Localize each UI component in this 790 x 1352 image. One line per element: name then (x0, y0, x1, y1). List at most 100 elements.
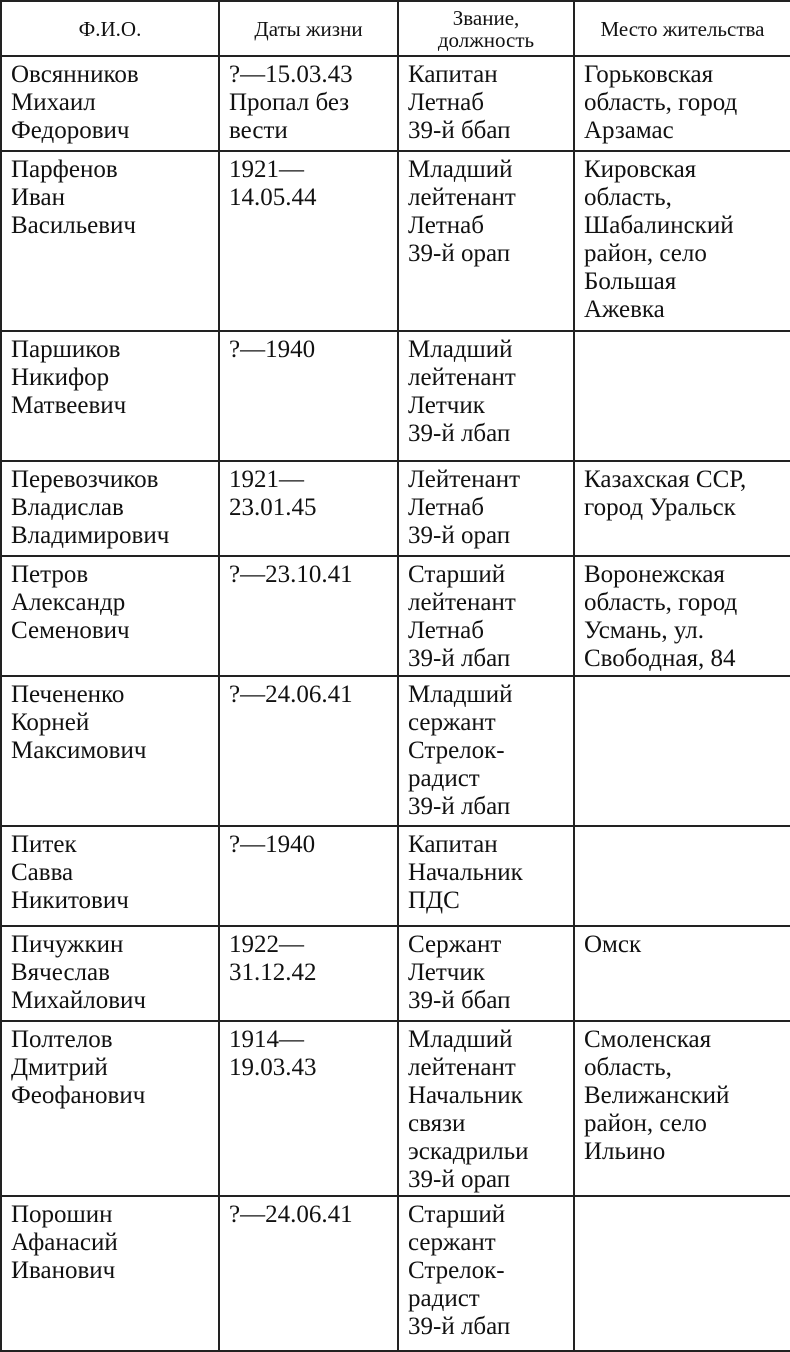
cell-line: 39-й орап (408, 522, 511, 549)
cell-place: Горьковская область, город Арзамас (573, 55, 790, 152)
cell-line: область, (584, 1054, 672, 1081)
header-dates: Даты жизни (218, 0, 399, 57)
cell-line: Порошин (11, 1201, 113, 1228)
cell-place (573, 330, 790, 462)
cell-line: Питек (11, 831, 77, 858)
cell-line: ?—23.10.41 (229, 561, 353, 588)
cell-name: Паршиков Никифор Матвеевич (0, 330, 220, 462)
cell-line: Велижанский (584, 1082, 730, 1109)
cell-dates: 1914— 19.03.43 (218, 1020, 399, 1197)
cell-line: Младший (408, 336, 513, 363)
cell-line: Вячеслав (11, 959, 110, 986)
cell-line: 39-й лбап (408, 645, 511, 672)
cell-dates: 1922— 31.12.42 (218, 925, 399, 1022)
cell-line: Овсянников (11, 61, 139, 88)
cell-place (573, 1195, 790, 1352)
cell-line: вести (229, 117, 288, 144)
cell-place: Кировская область, Шабалинский район, село Б… (573, 150, 790, 332)
cell-line: Семенович (11, 617, 130, 644)
cell-line: ?—24.06.41 (229, 681, 353, 708)
cell-line: 1921— (229, 156, 304, 183)
cell-dates: ?—15.03.43 Пропал без вести (218, 55, 399, 152)
cell-line: Летнаб (408, 494, 485, 521)
cell-line: лейтенант (408, 184, 516, 211)
table-row: Пичужкин Вячеслав Михайлович 1922— 31.12.42 С… (0, 925, 790, 1022)
header-rank-text: Звание, должность (437, 5, 535, 52)
cell-line: лейтенант (408, 364, 516, 391)
cell-line: Пичужкин (11, 931, 124, 958)
cell-line: связи (408, 1110, 466, 1137)
cell-line: Свободная, 84 (584, 645, 736, 672)
cell-line: Сержант (408, 931, 502, 958)
cell-place: Смоленская область, Велижанский район, село… (573, 1020, 790, 1197)
cell-line: Парфенов (11, 156, 118, 183)
table-row: Паршиков Никифор Матвеевич ?—1940 Младший лей… (0, 330, 790, 462)
cell-rank: Младший лейтенант Летнаб 39-й орап (397, 150, 575, 332)
cell-dates: ?—1940 (218, 330, 399, 462)
cell-line: лейтенант (408, 1054, 516, 1081)
cell-line: область, (584, 184, 672, 211)
cell-line: Матвеевич (11, 392, 127, 419)
cell-name: Перевозчиков Владислав Владимирович (0, 460, 220, 557)
cell-line: Шабалинский (584, 212, 734, 239)
cell-line: ПДС (408, 887, 460, 914)
table-row: Петров Александр Семенович ?—23.10.41 Старши… (0, 555, 790, 677)
cell-rank: Старший сержант Стрелок-радист 39-й лбап (397, 1195, 575, 1352)
cell-rank: Сержант Летчик 39-й ббап (397, 925, 575, 1022)
cell-line: Владимирович (11, 522, 170, 549)
cell-line: Владислав (11, 494, 124, 521)
table-row: Парфенов Иван Васильевич 1921— 14.05.44 Младш… (0, 150, 790, 332)
cell-line: Капитан (408, 831, 498, 858)
cell-line: лейтенант (408, 589, 516, 616)
cell-line: Лейтенант (408, 466, 521, 493)
table-row: Овсянников Михаил Федорович ?—15.03.43 Пропа… (0, 55, 790, 152)
cell-rank: Младший сержант Стрелок-радист 39-й лбап (397, 675, 575, 827)
cell-line: ?—1940 (229, 336, 316, 363)
cell-line: Казахская ССР, (584, 466, 747, 493)
cell-line: Младший (408, 1026, 513, 1053)
cell-line: Никитович (11, 887, 129, 914)
table-row: Печененко Корней Максимович ?—24.06.41 Младш… (0, 675, 790, 827)
cell-line: Летнаб (408, 212, 485, 239)
cell-line: Михайлович (11, 987, 146, 1014)
cell-line: Младший (408, 156, 513, 183)
cell-line: сержант (408, 1229, 496, 1256)
cell-name: Петров Александр Семенович (0, 555, 220, 677)
cell-rank: Старший лейтенант Летнаб 39-й лбап (397, 555, 575, 677)
cell-line: 1914— (229, 1026, 304, 1053)
cell-line: 39-й ббап (408, 117, 511, 144)
cell-line: Стрелок- (408, 1257, 505, 1284)
cell-dates: ?—23.10.41 (218, 555, 399, 677)
cell-line: 39-й ббап (408, 987, 511, 1014)
cell-line: Смоленская (584, 1026, 712, 1053)
cell-line: Воронежская (584, 561, 725, 588)
cell-rank: Младший лейтенант Летчик 39-й лбап (397, 330, 575, 462)
cell-line: Полтелов (11, 1026, 113, 1053)
cell-line: сержант (408, 709, 496, 736)
cell-line: Начальник (408, 859, 523, 886)
table-row: Полтелов Дмитрий Феофанович 1914— 19.03.43 Мл… (0, 1020, 790, 1197)
cell-dates: 1921— 14.05.44 (218, 150, 399, 332)
cell-rank: Капитан Начальник ПДС (397, 825, 575, 927)
cell-place: Воронежская область, город Усмань, ул. Своб… (573, 555, 790, 677)
cell-line: Печененко (11, 681, 125, 708)
cell-name: Порошин Афанасий Иванович (0, 1195, 220, 1352)
cell-dates: ?—24.06.41 (218, 1195, 399, 1352)
cell-line: Начальник (408, 1082, 523, 1109)
cell-line: 39-й орап (408, 240, 511, 267)
cell-line: Горьковская (584, 61, 714, 88)
cell-dates: ?—24.06.41 (218, 675, 399, 827)
cell-line: Летчик (408, 959, 485, 986)
cell-line: Ажевка (584, 296, 665, 323)
cell-line: ?—24.06.41 (229, 1201, 353, 1228)
cell-line: район, село (584, 1110, 707, 1137)
cell-line: область, город (584, 589, 738, 616)
cell-line: Летнаб (408, 617, 485, 644)
cell-line: Арзамас (584, 117, 674, 144)
cell-line: 39-й орап (408, 1166, 511, 1193)
cell-line: 31.12.42 (229, 959, 317, 986)
table-row: Питек Савва Никитович ?—1940 Капитан Начальни… (0, 825, 790, 927)
cell-line: Дмитрий (11, 1054, 108, 1081)
cell-line: Старший (408, 561, 506, 588)
